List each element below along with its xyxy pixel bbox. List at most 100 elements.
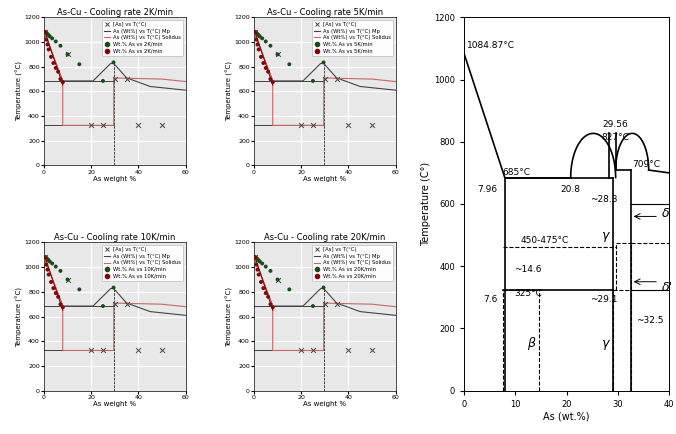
- Text: γ: γ: [602, 229, 609, 242]
- Point: [74, 61, 84, 68]
- Y-axis label: Temperature (°C): Temperature (°C): [16, 62, 23, 122]
- Point: [110, 301, 120, 308]
- Point: [252, 30, 263, 37]
- Point: [40, 28, 51, 35]
- Text: 29.56: 29.56: [603, 120, 629, 129]
- Point: [254, 33, 265, 40]
- Point: [263, 68, 274, 75]
- Point: [45, 279, 56, 286]
- Point: [260, 65, 271, 72]
- Point: [53, 293, 64, 300]
- Point: [251, 30, 262, 36]
- Point: [50, 65, 61, 72]
- Point: [57, 79, 68, 85]
- Text: 450-475°C: 450-475°C: [521, 236, 569, 245]
- Point: [97, 122, 108, 129]
- Y-axis label: Temperature (°C): Temperature (°C): [226, 62, 233, 122]
- Point: [254, 32, 264, 39]
- Point: [256, 53, 266, 60]
- Point: [50, 263, 61, 270]
- Point: [47, 35, 57, 42]
- Point: [257, 35, 268, 42]
- Point: [256, 279, 266, 286]
- Point: [43, 271, 54, 278]
- Point: [265, 42, 276, 49]
- Point: [251, 254, 262, 261]
- Point: [254, 46, 264, 53]
- Point: [343, 347, 354, 354]
- Point: [133, 122, 144, 129]
- Point: [284, 61, 295, 68]
- X-axis label: As weight %: As weight %: [93, 401, 137, 407]
- X-axis label: As (wt.%): As (wt.%): [544, 411, 590, 421]
- Text: 7.96: 7.96: [477, 185, 498, 194]
- Point: [260, 38, 271, 45]
- Point: [55, 301, 66, 308]
- Point: [318, 284, 329, 291]
- Point: [366, 347, 377, 354]
- Point: [157, 122, 168, 129]
- Point: [265, 76, 276, 82]
- Title: As-Cu - Cooling rate 5K/min: As-Cu - Cooling rate 5K/min: [266, 7, 383, 16]
- Point: [319, 301, 330, 308]
- Point: [254, 271, 264, 278]
- Point: [308, 77, 318, 84]
- Point: [47, 260, 57, 267]
- Point: [42, 41, 53, 48]
- Point: [86, 122, 97, 129]
- Point: [110, 76, 120, 82]
- Point: [249, 29, 260, 36]
- Point: [251, 36, 262, 43]
- Point: [308, 347, 318, 354]
- Point: [252, 256, 263, 263]
- Point: [48, 59, 59, 66]
- Point: [258, 285, 269, 292]
- Text: 709°C: 709°C: [632, 160, 660, 169]
- Point: [42, 256, 53, 263]
- Point: [265, 267, 276, 274]
- Point: [55, 42, 66, 49]
- Point: [57, 304, 68, 311]
- X-axis label: As weight %: As weight %: [303, 401, 346, 407]
- Point: [40, 253, 51, 260]
- Text: β: β: [527, 338, 535, 350]
- Point: [272, 276, 283, 283]
- Point: [41, 30, 51, 36]
- Text: δ: δ: [662, 207, 669, 220]
- Point: [252, 266, 263, 273]
- Point: [249, 28, 260, 35]
- Text: 325°C: 325°C: [514, 289, 542, 298]
- Point: [331, 301, 342, 308]
- Point: [74, 286, 84, 293]
- Point: [366, 122, 377, 129]
- Point: [249, 28, 260, 35]
- Point: [272, 276, 283, 283]
- Point: [108, 284, 119, 291]
- Point: [45, 258, 55, 265]
- Point: [157, 347, 168, 354]
- Point: [133, 347, 144, 354]
- Point: [249, 254, 260, 261]
- Point: [45, 53, 56, 60]
- Point: [308, 122, 318, 129]
- Point: [254, 257, 264, 264]
- Point: [121, 76, 132, 82]
- Text: 20.8: 20.8: [560, 185, 581, 194]
- Text: ~32.5: ~32.5: [636, 316, 663, 325]
- Title: As-Cu - Cooling rate 10K/min: As-Cu - Cooling rate 10K/min: [54, 233, 176, 242]
- Point: [295, 122, 306, 129]
- X-axis label: As weight %: As weight %: [303, 176, 346, 182]
- Legend: [As] vs T(°C), As (Wt%) vs T(°C) Mp, As (Wt%) vs T(°C) Solidus, Wt.% As vs 20K/m: [As] vs T(°C), As (Wt%) vs T(°C) Mp, As …: [312, 245, 393, 281]
- Point: [50, 38, 61, 45]
- Point: [249, 253, 260, 260]
- Point: [53, 68, 64, 75]
- Point: [43, 32, 54, 39]
- Point: [42, 30, 53, 37]
- Text: 1084.87°C: 1084.87°C: [466, 41, 514, 50]
- Point: [254, 258, 265, 265]
- Text: ~29.1: ~29.1: [589, 295, 617, 304]
- Point: [260, 289, 271, 296]
- Point: [48, 285, 59, 292]
- Point: [249, 253, 260, 260]
- Point: [62, 51, 73, 58]
